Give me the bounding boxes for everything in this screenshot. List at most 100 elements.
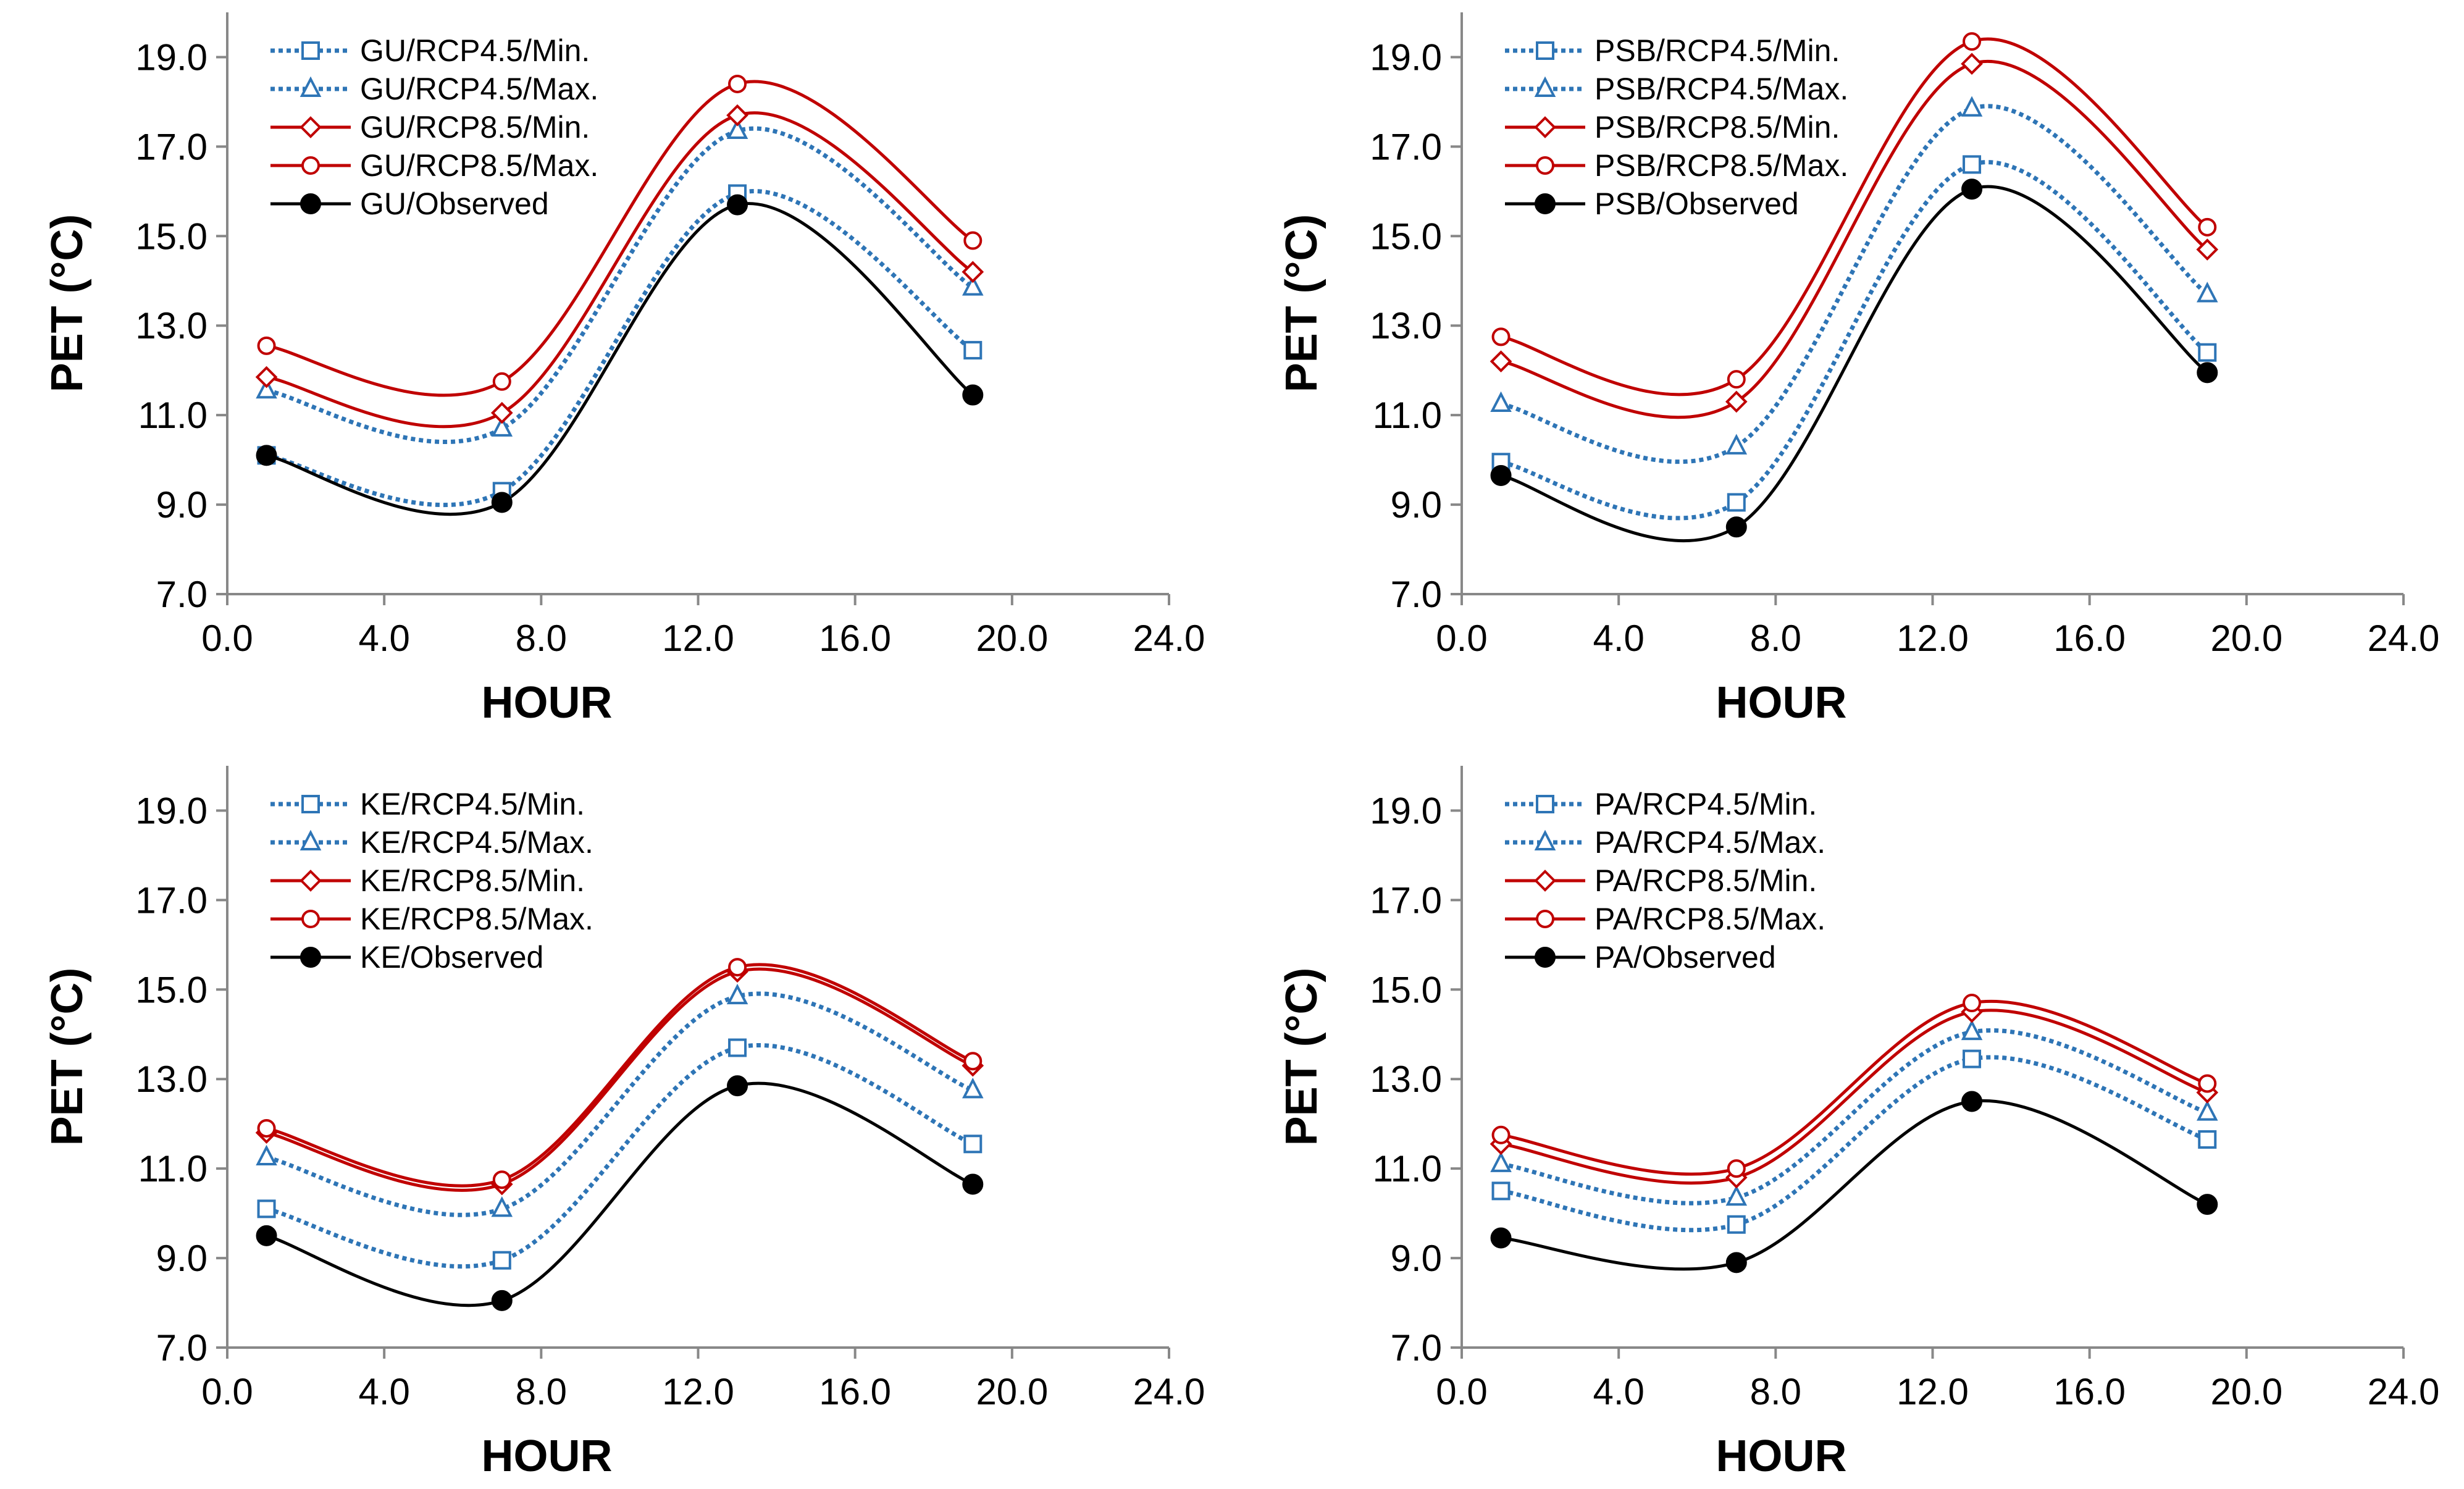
x-tick-label: 0.0 <box>201 618 253 659</box>
x-tick-label: 24.0 <box>2368 618 2440 659</box>
series-3-point <box>963 1052 983 1071</box>
series-4-point <box>1961 1091 1983 1112</box>
series-3-point <box>257 1118 276 1138</box>
x-tick-label: 4.0 <box>358 618 409 659</box>
series-1-point <box>491 416 513 437</box>
series-4-point <box>2197 362 2218 384</box>
series-0-point <box>1727 493 1746 512</box>
x-tick-label: 20.0 <box>976 1371 1048 1412</box>
legend-label: PA/RCP4.5/Max. <box>1594 825 1825 860</box>
y-tick-label: 15.0 <box>1370 969 1442 1010</box>
y-tick-label: 7.0 <box>156 574 207 615</box>
x-tick-label: 8.0 <box>516 1371 567 1412</box>
legend-label: PA/RCP8.5/Min. <box>1594 863 1817 898</box>
series-1-point <box>2197 282 2218 303</box>
series-4-point <box>2197 1194 2218 1215</box>
legend-label: KE/RCP4.5/Max. <box>360 825 593 860</box>
series-4-point <box>1725 516 1747 538</box>
series-line-2 <box>1501 1009 2208 1185</box>
x-axis-title: HOUR <box>1716 678 1847 728</box>
legend-label: KE/Observed <box>360 940 543 975</box>
series-4-point <box>962 384 984 406</box>
legend-label: PA/RCP8.5/Max. <box>1594 902 1825 936</box>
y-axis-title: PET (°C) <box>43 968 92 1146</box>
legend-marker <box>300 947 321 968</box>
legend-marker <box>1536 910 1554 928</box>
series-0-point <box>963 341 983 360</box>
series-3-point <box>963 231 983 250</box>
series-line-4 <box>1500 185 2208 542</box>
x-tick-label: 4.0 <box>1593 618 1644 659</box>
legend-label: GU/RCP4.5/Min. <box>360 33 590 68</box>
y-tick-label: 19.0 <box>135 790 207 831</box>
series-2-point <box>2196 238 2219 261</box>
y-tick-label: 13.0 <box>135 305 207 346</box>
legend-marker <box>1536 41 1554 60</box>
series-3-point <box>1491 1125 1511 1144</box>
legend-marker <box>1535 947 1556 968</box>
series-0-point <box>1963 1049 1982 1068</box>
series-1-point <box>256 1144 277 1166</box>
legend-marker <box>301 795 320 813</box>
series-line-3 <box>1501 37 2208 396</box>
x-tick-label: 8.0 <box>1750 618 1801 659</box>
legend-label: GU/RCP8.5/Min. <box>360 110 590 145</box>
series-1-point <box>1490 391 1512 413</box>
x-tick-label: 16.0 <box>2053 1371 2126 1412</box>
series-2-point <box>1961 52 1983 75</box>
series-0-point <box>728 1038 747 1057</box>
legend-label: PSB/RCP8.5/Min. <box>1594 110 1840 145</box>
series-0-point <box>1727 1215 1746 1234</box>
series-4-point <box>1961 178 1983 200</box>
series-4-point <box>727 194 748 216</box>
y-tick-label: 15.0 <box>135 969 207 1010</box>
x-axis-title: HOUR <box>482 678 613 728</box>
legend-marker <box>300 193 321 214</box>
series-line-1 <box>1501 1028 2208 1206</box>
series-1-point <box>491 1196 513 1217</box>
series-4-point <box>491 492 513 513</box>
series-2-point <box>1490 350 1512 373</box>
y-tick-label: 15.0 <box>135 216 207 257</box>
legend-label: PSB/RCP4.5/Max. <box>1594 72 1848 106</box>
series-4-point <box>1490 464 1512 486</box>
legend-label: GU/Observed <box>360 187 549 221</box>
legend-marker <box>301 910 320 928</box>
y-tick-label: 19.0 <box>135 36 207 78</box>
x-tick-label: 24.0 <box>1133 618 1205 659</box>
legend-marker <box>1534 76 1556 97</box>
series-2-point <box>1725 390 1748 413</box>
panel-0: 7.0 9.0 11.0 13.0 15.0 17.0 19.0 0.0 4.0 8.0 12.0 1… <box>43 12 1205 728</box>
y-tick-label: 17.0 <box>135 126 207 167</box>
series-1-point <box>962 275 984 296</box>
series-line-4 <box>1501 1099 2208 1271</box>
x-tick-label: 20.0 <box>2210 618 2282 659</box>
y-tick-label: 17.0 <box>135 879 207 921</box>
legend-marker <box>300 76 322 97</box>
legend-marker <box>1534 829 1556 850</box>
legend-marker <box>1535 193 1556 214</box>
series-0-point <box>1491 1181 1511 1201</box>
series-4-point <box>727 1075 748 1097</box>
x-tick-label: 16.0 <box>819 618 891 659</box>
legend-marker <box>1536 156 1554 175</box>
legend-label: PSB/RCP8.5/Max. <box>1594 148 1848 183</box>
series-0-point <box>2198 1130 2217 1149</box>
series-0-point <box>2198 343 2217 362</box>
y-tick-label: 11.0 <box>138 1148 207 1189</box>
series-0-point <box>963 1135 983 1154</box>
series-1-point <box>1961 1019 1983 1041</box>
y-tick-label: 9.0 <box>156 484 207 526</box>
panel-2: 7.0 9.0 11.0 13.0 15.0 17.0 19.0 0.0 4.0 8.0 12.0 1… <box>43 766 1205 1481</box>
legend-marker <box>301 156 320 175</box>
series-0-point <box>492 1251 511 1270</box>
series-line-3 <box>266 963 974 1188</box>
series-line-1 <box>1500 104 2209 464</box>
series-4-point <box>491 1290 513 1311</box>
legend-label: KE/RCP8.5/Min. <box>360 863 585 898</box>
series-3-point <box>1963 994 1982 1013</box>
y-tick-label: 11.0 <box>1373 1148 1442 1189</box>
series-1-point <box>1961 96 1983 117</box>
y-tick-label: 19.0 <box>1370 36 1442 78</box>
